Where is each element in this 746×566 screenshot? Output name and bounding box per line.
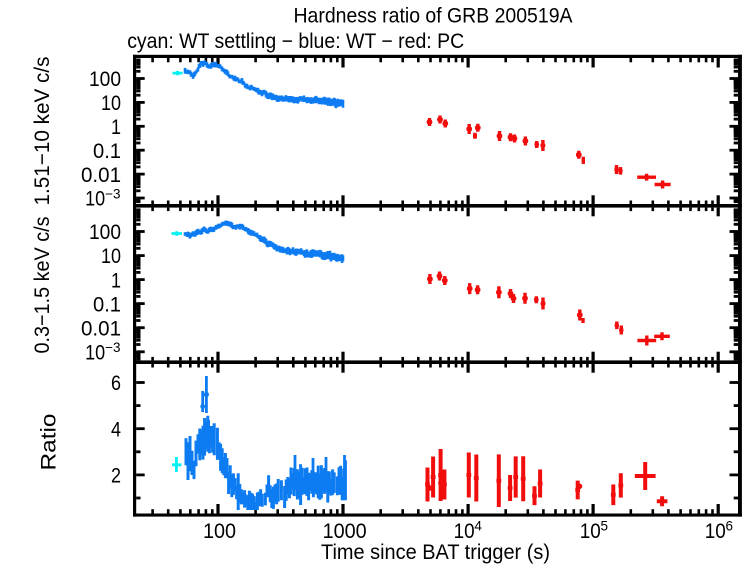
svg-text:1.51−10 keV c/s: 1.51−10 keV c/s xyxy=(31,57,54,206)
svg-text:1: 1 xyxy=(111,269,121,292)
svg-text:4: 4 xyxy=(111,418,121,441)
svg-text:Ratio: Ratio xyxy=(38,414,61,471)
svg-text:10: 10 xyxy=(101,92,121,115)
svg-text:cyan: WT settling − blue: WT −: cyan: WT settling − blue: WT − red: PC xyxy=(127,30,464,53)
svg-text:100: 100 xyxy=(203,520,236,543)
svg-text:10: 10 xyxy=(85,341,105,364)
svg-text:0.3−1.5 keV c/s: 0.3−1.5 keV c/s xyxy=(31,217,54,354)
svg-text:10: 10 xyxy=(580,520,601,543)
svg-text:6: 6 xyxy=(726,519,734,534)
svg-text:4: 4 xyxy=(474,519,482,534)
svg-text:0.01: 0.01 xyxy=(81,317,121,340)
svg-text:5: 5 xyxy=(601,519,609,534)
svg-text:1000: 1000 xyxy=(323,520,367,543)
svg-text:6: 6 xyxy=(111,372,121,395)
svg-text:10: 10 xyxy=(454,520,475,543)
svg-text:0.1: 0.1 xyxy=(93,293,121,316)
svg-text:100: 100 xyxy=(89,68,121,91)
svg-text:−3: −3 xyxy=(105,340,120,355)
svg-text:Time since BAT trigger (s): Time since BAT trigger (s) xyxy=(321,541,550,564)
svg-text:−3: −3 xyxy=(105,186,120,201)
svg-text:1: 1 xyxy=(111,116,121,139)
svg-text:10: 10 xyxy=(85,188,105,211)
svg-text:10: 10 xyxy=(705,520,726,543)
svg-text:Hardness ratio of GRB 200519A: Hardness ratio of GRB 200519A xyxy=(294,5,573,28)
svg-text:100: 100 xyxy=(89,221,121,244)
svg-text:0.1: 0.1 xyxy=(93,140,121,163)
svg-text:10: 10 xyxy=(101,245,121,268)
svg-text:2: 2 xyxy=(111,465,121,488)
svg-text:0.01: 0.01 xyxy=(81,164,121,187)
